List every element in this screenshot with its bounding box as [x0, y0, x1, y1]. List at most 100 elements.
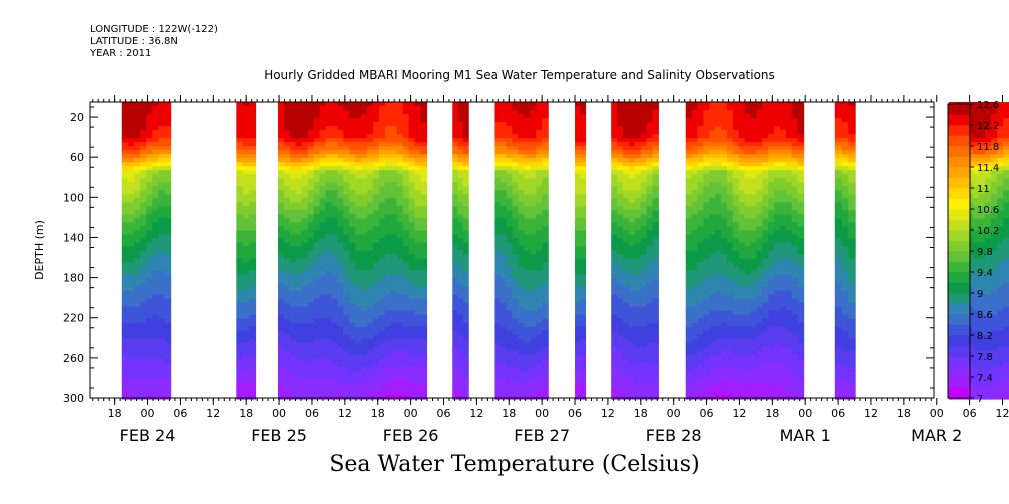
x-day-label: FEB 26 [383, 426, 439, 445]
colorbar-swatch [948, 177, 970, 189]
x-tick-label: 00 [272, 407, 286, 420]
colorbar-swatch [948, 135, 970, 147]
x-tick-label: 12 [732, 407, 746, 420]
data-segment [121, 102, 172, 400]
colorbar-label: 12.6 [977, 100, 999, 111]
colorbar-swatch [948, 303, 970, 315]
colorbar-swatch [948, 167, 970, 178]
latitude-label: LATITUDE : 36.8N [90, 36, 178, 47]
colorbar-label: 9.8 [977, 247, 993, 258]
colorbar-label: 7.8 [977, 352, 993, 363]
x-tick-label: 06 [568, 407, 582, 420]
colorbar-swatch [948, 356, 970, 367]
x-day-label: MAR 1 [780, 426, 831, 445]
chart-title: Hourly Gridded MBARI Mooring M1 Sea Wate… [264, 68, 775, 82]
colorbar-swatch [948, 146, 970, 157]
colorbar: 7 7.4 7.8 8.2 8.6 9 9.4 9.8 10.2 10.6 11 11.4 11.8 12… [947, 100, 999, 405]
year-label: YEAR : 2011 [90, 48, 152, 59]
colorbar-swatch [948, 198, 970, 210]
x-tick-label: 12 [206, 407, 220, 420]
y-tick-label: 300 [63, 392, 84, 405]
colorbar-label: 11.8 [977, 142, 999, 153]
colorbar-swatch [948, 272, 970, 283]
y-tick-label: 60 [70, 151, 84, 164]
x-day-label: MAR 2 [911, 426, 962, 445]
x-tick-label: 12 [601, 407, 615, 420]
x-tick-label: 00 [404, 407, 418, 420]
x-tick-label: 06 [963, 407, 977, 420]
x-day-label: FEB 24 [120, 426, 176, 445]
x-tick-label: 18 [239, 407, 253, 420]
x-tick-label: 12 [864, 407, 878, 420]
y-tick-label: 20 [70, 111, 84, 124]
colorbar-swatch [948, 114, 970, 126]
colorbar-swatch [948, 209, 970, 220]
data-segment [236, 102, 257, 400]
colorbar-swatch [948, 324, 970, 336]
x-tick-label: 06 [305, 407, 319, 420]
colorbar-label: 10.2 [977, 226, 999, 237]
x-tick-label: 00 [667, 407, 681, 420]
colorbar-label: 12.2 [977, 121, 999, 132]
x-tick-label: 18 [634, 407, 648, 420]
colorbar-label: 8.6 [977, 310, 993, 321]
data-segment [494, 102, 549, 400]
colorbar-swatch [948, 261, 970, 273]
colorbar-swatch [948, 335, 970, 346]
colorbar-label: 8.2 [977, 331, 993, 342]
axes-layer: 18 00 06 12 18 00 06 12 18 00 06 12 18 00 06 12 18 00 06 12… [33, 95, 1009, 445]
colorbar-swatch [948, 314, 970, 325]
y-axis-label: DEPTH (m) [33, 220, 46, 280]
data-segment [277, 102, 428, 400]
plot-frame [89, 101, 935, 399]
x-tick-label: 18 [108, 407, 122, 420]
x-day-label: FEB 27 [514, 426, 570, 445]
x-tick-label: 18 [897, 407, 911, 420]
x-tick-label: 00 [141, 407, 155, 420]
colorbar-swatch [948, 219, 970, 231]
y-tick-label: 180 [63, 272, 84, 285]
x-tick-label: 18 [765, 407, 779, 420]
colorbar-swatch [948, 293, 970, 304]
colorbar-swatch [948, 387, 970, 399]
y-tick-label: 220 [63, 312, 84, 325]
colorbar-label: 11.4 [977, 163, 999, 174]
x-day-label: FEB 25 [251, 426, 307, 445]
x-tick-label: 06 [831, 407, 845, 420]
x-tick-label: 00 [798, 407, 812, 420]
colorbar-swatch [948, 282, 970, 294]
x-tick-label: 00 [930, 407, 944, 420]
data-segment [452, 102, 469, 400]
data-layer [121, 102, 1009, 400]
x-tick-label: 12 [338, 407, 352, 420]
x-tick-label: 12 [996, 407, 1009, 420]
colorbar-label: 11 [977, 184, 990, 195]
colorbar-swatch [948, 188, 970, 199]
data-segment [834, 102, 856, 400]
longitude-label: LONGITUDE : 122W(-122) [90, 24, 218, 35]
colorbar-swatch [948, 125, 970, 136]
data-segment [575, 102, 587, 400]
colorbar-swatch [948, 156, 970, 168]
colorbar-swatch [948, 240, 970, 252]
colorbar-label: 9 [977, 289, 983, 300]
colorbar-swatch [948, 377, 970, 388]
y-tick-label: 140 [63, 231, 84, 244]
x-tick-label: 18 [502, 407, 516, 420]
colorbar-swatch [948, 230, 970, 241]
variable-title: Sea Water Temperature (Celsius) [329, 452, 700, 477]
colorbar-label: 10.6 [977, 205, 999, 216]
y-tick-label: 260 [63, 352, 84, 365]
temperature-chart: 18 00 06 12 18 00 06 12 18 00 06 12 18 00 06 12 18 00 06 12… [33, 95, 1009, 445]
colorbar-swatch [948, 251, 970, 262]
colorbar-label: 9.4 [977, 268, 993, 279]
x-tick-label: 06 [700, 407, 714, 420]
colorbar-swatch [948, 366, 970, 378]
x-tick-label: 12 [469, 407, 483, 420]
data-segment [685, 102, 805, 400]
colorbar-swatch [948, 345, 970, 357]
colorbar-swatch [948, 104, 970, 115]
y-tick-label: 100 [63, 191, 84, 204]
colorbar-label: 7 [977, 394, 983, 405]
